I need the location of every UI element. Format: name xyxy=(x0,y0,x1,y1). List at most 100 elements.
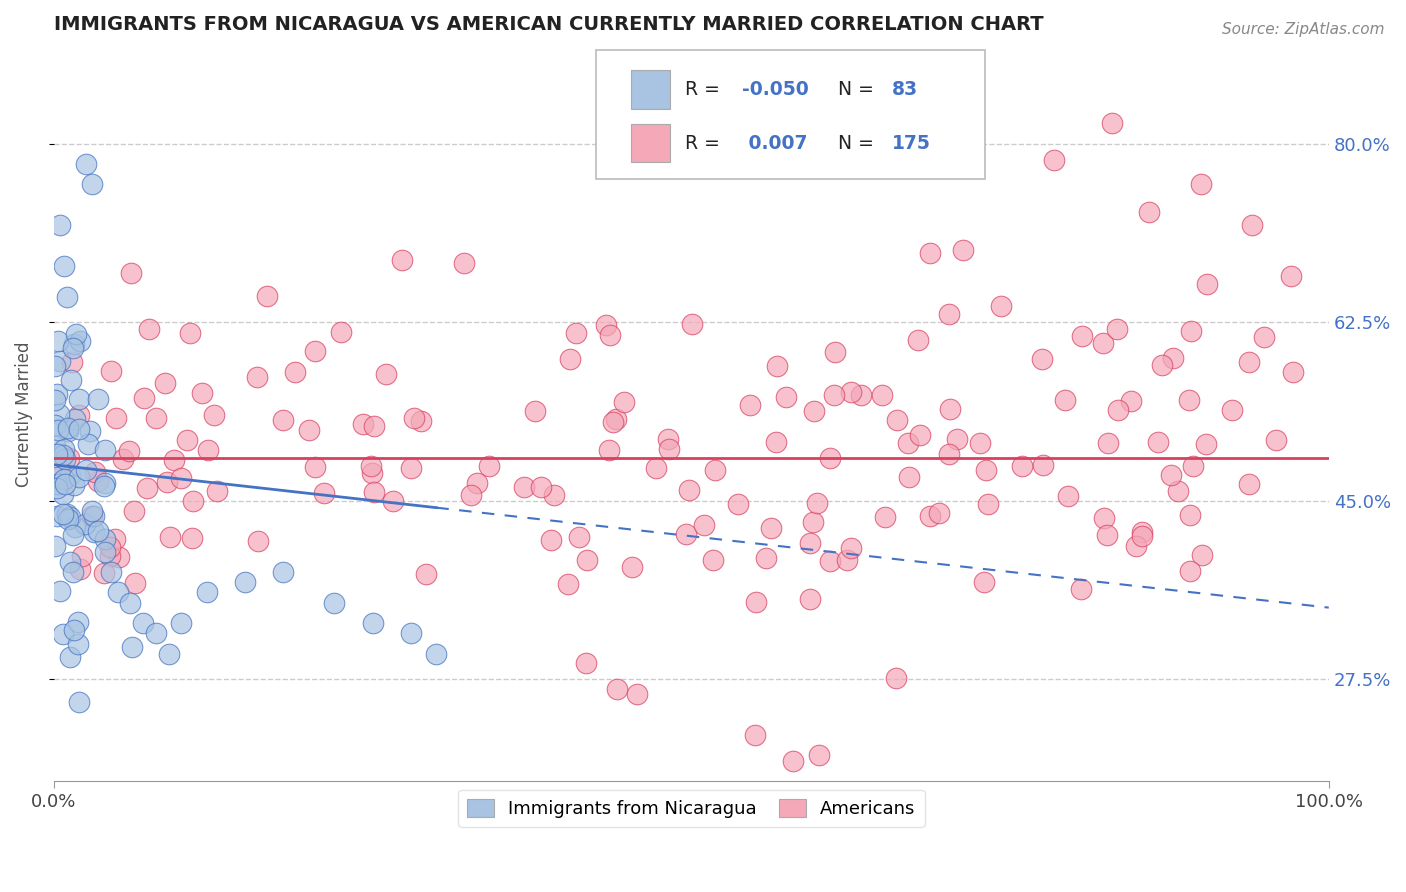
Point xyxy=(63,520,86,534)
Point xyxy=(45,447,67,461)
Point xyxy=(658,442,681,456)
Point xyxy=(246,370,269,384)
Point xyxy=(108,549,131,564)
Point xyxy=(399,626,422,640)
Point xyxy=(67,422,90,436)
Point xyxy=(602,415,624,429)
Point xyxy=(155,376,177,391)
Point xyxy=(122,503,145,517)
Point xyxy=(678,483,700,497)
Point xyxy=(626,687,648,701)
Point xyxy=(801,516,824,530)
Point xyxy=(1130,525,1153,540)
Point xyxy=(918,246,941,260)
Point xyxy=(973,574,995,589)
Point xyxy=(170,471,193,485)
Text: Source: ZipAtlas.com: Source: ZipAtlas.com xyxy=(1222,22,1385,37)
Point xyxy=(52,627,75,641)
Point xyxy=(79,424,101,438)
Point xyxy=(1253,330,1275,344)
Point xyxy=(120,595,142,609)
Point xyxy=(703,462,725,476)
Point xyxy=(183,494,205,508)
Point xyxy=(945,432,967,446)
Point xyxy=(977,497,1000,511)
Point xyxy=(702,553,724,567)
Point xyxy=(818,554,841,568)
Point xyxy=(755,551,778,566)
Text: N =: N = xyxy=(838,134,880,153)
Point xyxy=(409,414,432,428)
Point xyxy=(298,423,321,437)
Point xyxy=(1220,403,1243,417)
Point xyxy=(613,395,636,409)
Point xyxy=(745,594,768,608)
Point xyxy=(1092,510,1115,524)
Point xyxy=(1264,434,1286,448)
Point xyxy=(52,449,75,463)
Text: R =: R = xyxy=(685,134,725,153)
Point xyxy=(1032,458,1054,473)
Point xyxy=(181,531,204,545)
Point xyxy=(928,506,950,520)
Point xyxy=(138,322,160,336)
Point xyxy=(404,411,426,425)
Point xyxy=(80,504,103,518)
Point xyxy=(195,585,218,599)
Point xyxy=(839,541,862,555)
Point xyxy=(1237,355,1260,369)
Point xyxy=(465,475,488,490)
Point xyxy=(100,549,122,564)
Point xyxy=(823,388,845,402)
Point xyxy=(256,289,278,303)
Point xyxy=(1092,336,1115,351)
Point xyxy=(93,478,115,492)
Point xyxy=(606,682,628,697)
Point xyxy=(75,157,97,171)
Point xyxy=(107,585,129,599)
Point xyxy=(938,307,960,321)
Point xyxy=(884,671,907,685)
Point xyxy=(94,532,117,546)
Point xyxy=(59,649,82,664)
Text: 175: 175 xyxy=(891,134,931,153)
Point xyxy=(620,560,643,574)
Point xyxy=(1191,549,1213,563)
Point xyxy=(330,325,353,339)
Point xyxy=(44,393,66,408)
Point xyxy=(45,481,67,495)
Point xyxy=(969,436,991,450)
Point xyxy=(1107,402,1129,417)
Point xyxy=(759,521,782,535)
Point xyxy=(693,518,716,533)
Point xyxy=(60,373,83,387)
Point xyxy=(453,256,475,270)
Point xyxy=(1182,458,1205,473)
Point xyxy=(1195,437,1218,451)
Point xyxy=(87,474,110,488)
Point xyxy=(870,387,893,401)
Point xyxy=(48,407,70,421)
Point xyxy=(83,508,105,523)
Point xyxy=(51,468,73,483)
Point xyxy=(118,444,141,458)
Point xyxy=(176,433,198,447)
Point xyxy=(1147,434,1170,449)
Point xyxy=(775,390,797,404)
Point xyxy=(1189,178,1212,192)
Point xyxy=(111,452,134,467)
Point xyxy=(1178,508,1201,523)
Point xyxy=(271,413,294,427)
Point xyxy=(60,355,83,369)
Point xyxy=(80,178,103,192)
Point xyxy=(558,351,581,366)
Point xyxy=(58,421,80,435)
Point xyxy=(75,463,97,477)
Point xyxy=(59,467,82,482)
Point xyxy=(1130,529,1153,543)
Point xyxy=(938,402,960,417)
Point xyxy=(170,615,193,630)
Point xyxy=(45,469,67,483)
Point xyxy=(84,465,107,479)
Text: -0.050: -0.050 xyxy=(742,80,808,99)
